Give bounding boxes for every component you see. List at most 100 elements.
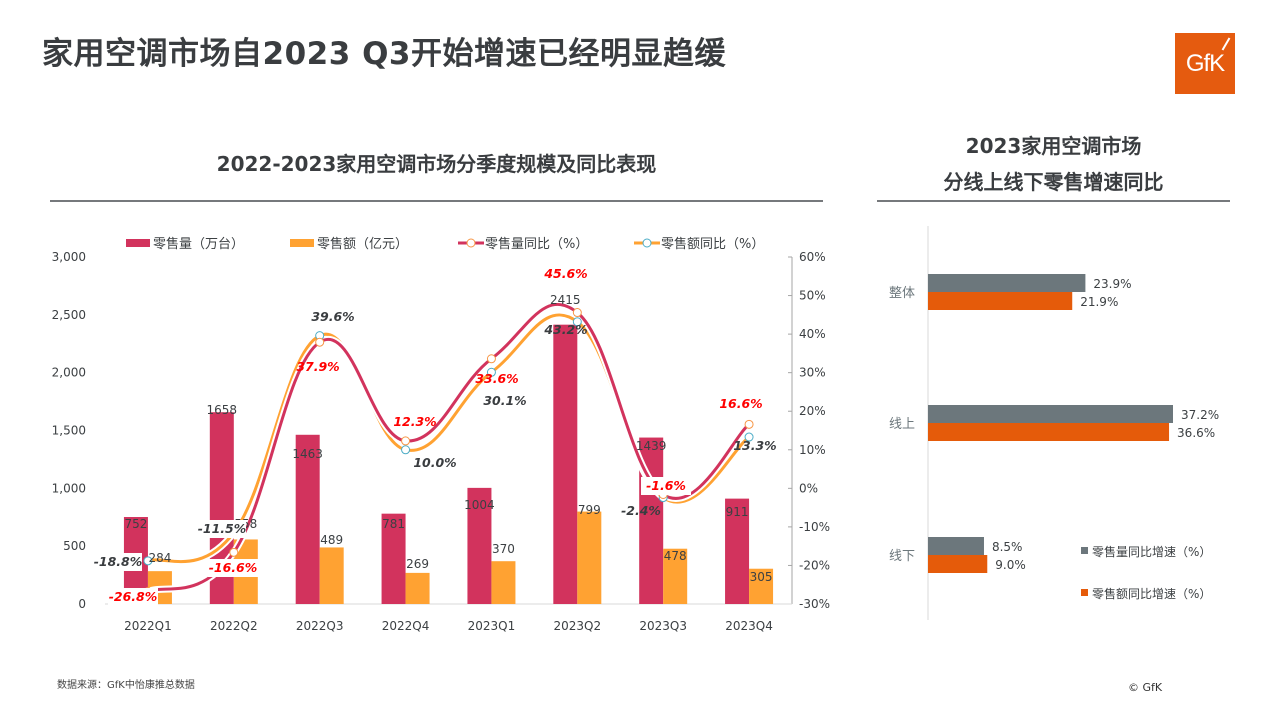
value-yoy-marker <box>744 432 754 442</box>
legend-swatch <box>1081 547 1088 554</box>
page-title: 家用空调市场自2023 Q3开始增速已经明显趋缓 <box>42 36 726 72</box>
value-yoy-marker <box>401 445 411 455</box>
bar-retail-volume <box>553 324 578 604</box>
volume-growth-data-label: 23.9% <box>1093 277 1131 291</box>
value-data-label: 478 <box>664 549 687 563</box>
value-data-label: 370 <box>492 542 515 556</box>
legend-label: 零售额同比增速（%） <box>1092 586 1211 601</box>
volume-yoy-data-label: -26.8% <box>109 589 158 604</box>
value-yoy-marker <box>486 367 496 377</box>
volume-yoy-data-label: 37.9% <box>296 359 339 374</box>
value-yoy-data-label: -18.8% <box>94 554 143 569</box>
gfk-logo: GfK <box>1175 33 1235 94</box>
value-yoy-marker <box>143 556 153 566</box>
x-axis-tick-label: 2022Q4 <box>382 619 430 633</box>
volume-data-label: 911 <box>726 505 749 519</box>
right-chart-title-line-1: 2023家用空调市场 <box>965 134 1142 158</box>
volume-yoy-marker <box>315 337 325 347</box>
right-axis-tick-label: 30% <box>799 366 826 380</box>
volume-data-label: 2415 <box>550 293 581 307</box>
right-axis-tick-label: 60% <box>799 250 826 264</box>
x-axis-tick-label: 2022Q1 <box>124 619 172 633</box>
value-growth-data-label: 36.6% <box>1177 426 1215 440</box>
bar-value-growth <box>928 423 1170 441</box>
right-axis-tick-label: 40% <box>799 327 826 341</box>
value-yoy-marker <box>572 317 582 327</box>
value-data-label: 269 <box>406 557 429 571</box>
volume-growth-data-label: 8.5% <box>992 540 1023 554</box>
value-growth-data-label: 9.0% <box>995 558 1026 572</box>
volume-data-label: 1004 <box>464 498 495 512</box>
bar-retail-value <box>491 561 516 604</box>
value-yoy-data-label: 10.0% <box>413 455 456 470</box>
right-axis-tick-label: 50% <box>799 289 826 303</box>
label-background <box>108 588 158 606</box>
left-axis-tick-label: 500 <box>63 539 86 553</box>
legend-swatch-bar <box>290 239 314 247</box>
bar-volume-growth <box>928 274 1086 292</box>
volume-yoy-marker <box>401 436 411 446</box>
volume-yoy-marker <box>744 419 754 429</box>
left-chart-title: 2022-2023家用空调市场分季度规模及同比表现 <box>216 152 657 176</box>
left-axis-tick-label: 2,500 <box>52 308 86 322</box>
logo-text: GfK <box>1185 49 1225 77</box>
volume-data-label: 1463 <box>292 447 323 461</box>
right-chart-title-line-2: 分线上线下零售增速同比 <box>943 170 1164 194</box>
right-axis-tick-label: 0% <box>799 481 818 495</box>
x-axis-tick-label: 2022Q3 <box>296 619 344 633</box>
volume-yoy-marker <box>486 354 496 364</box>
bar-retail-value <box>405 572 430 604</box>
left-axis-tick-label: 0 <box>78 597 86 611</box>
bar-value-growth <box>928 292 1073 310</box>
data-source-note: 数据来源：GfK中怡康推总数据 <box>57 680 195 691</box>
legend-swatch-bar <box>126 239 150 247</box>
x-axis-tick-label: 2023Q2 <box>554 619 602 633</box>
bar-retail-value <box>319 547 344 604</box>
volume-data-label: 1658 <box>207 403 238 417</box>
volume-data-label: 781 <box>382 517 405 531</box>
value-yoy-data-label: 43.2% <box>543 322 587 337</box>
left-axis-tick-label: 1,000 <box>52 481 86 495</box>
bar-retail-value <box>663 548 688 604</box>
right-axis-tick-label: 10% <box>799 443 826 457</box>
bar-retail-value <box>749 568 774 604</box>
legend-label: 零售额同比（%） <box>661 236 764 252</box>
right-axis-tick-label: -30% <box>799 597 830 611</box>
bar-retail-volume <box>381 513 406 604</box>
value-yoy-data-label: -11.5% <box>198 521 247 536</box>
volume-yoy-data-label: -1.6% <box>646 478 686 493</box>
volume-yoy-data-label: 16.6% <box>719 396 762 411</box>
bar-retail-value <box>577 511 602 604</box>
value-data-label: 305 <box>750 570 773 584</box>
label-background <box>641 477 691 495</box>
legend-label: 零售额（亿元） <box>317 236 408 252</box>
volume-data-label: 1439 <box>636 439 667 453</box>
bar-retail-volume <box>295 434 320 604</box>
legend-swatch-marker <box>466 238 476 248</box>
right-axis-tick-label: 20% <box>799 404 826 418</box>
volume-growth-data-label: 37.2% <box>1181 408 1219 422</box>
legend-label: 零售量（万台） <box>153 236 244 252</box>
value-growth-data-label: 21.9% <box>1080 295 1118 309</box>
category-label: 整体 <box>889 286 915 301</box>
x-axis-tick-label: 2023Q1 <box>468 619 516 633</box>
value-data-label: 489 <box>320 533 343 547</box>
x-axis-tick-label: 2023Q3 <box>639 619 687 633</box>
value-data-label: 284 <box>148 551 171 565</box>
left-axis-tick-label: 2,000 <box>52 366 86 380</box>
legend-label: 零售量同比（%） <box>485 236 588 252</box>
legend-swatch-marker <box>642 238 652 248</box>
value-data-label: 799 <box>578 503 601 517</box>
x-axis-tick-label: 2022Q2 <box>210 619 258 633</box>
x-axis-tick-label: 2023Q4 <box>725 619 773 633</box>
left-axis-tick-label: 1,500 <box>52 424 86 438</box>
category-label: 线上 <box>889 417 915 432</box>
bar-retail-volume <box>725 498 750 604</box>
right-title-divider <box>877 200 1230 202</box>
value-yoy-data-label: 30.1% <box>483 393 526 408</box>
legend-swatch <box>1081 589 1088 596</box>
volume-yoy-data-label: 45.6% <box>543 266 587 281</box>
right-chart-title: 2023家用空调市场 分线上线下零售增速同比 <box>877 128 1230 200</box>
